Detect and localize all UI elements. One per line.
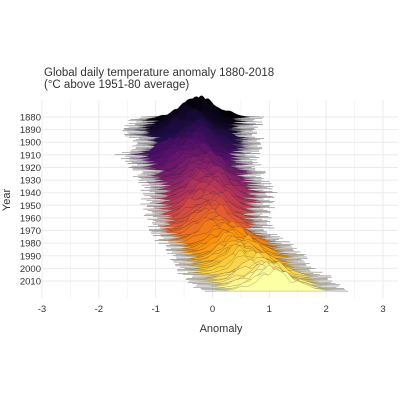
y-tick-label: 1890 [20,125,41,136]
y-tick-label: 1940 [20,188,41,199]
y-tick-label: 2000 [20,264,41,275]
ridge-2018 [204,269,348,292]
x-tick-labels: -3 -2 -1 0 1 2 3 [38,304,386,315]
x-tick-label: -1 [151,304,159,315]
x-tick-label: 1 [267,304,272,315]
y-tick-label: 1910 [20,150,41,161]
y-tick-label: 1950 [20,201,41,212]
chart-title: Global daily temperature anomaly 1880-20… [44,67,274,79]
y-axis-label: Year [1,189,13,212]
x-tick-label: -2 [95,304,103,315]
x-tick-label: 3 [380,304,385,315]
y-tick-label: 1970 [20,226,41,237]
y-tick-label: 1980 [20,239,41,250]
y-tick-label: 1930 [20,176,41,187]
chart-subtitle: (°C above 1951-80 average) [44,79,189,91]
y-tick-label: 1920 [20,163,41,174]
x-tick-label: 0 [210,304,215,315]
y-tick-label: 1960 [20,213,41,224]
y-tick-label: 1990 [20,251,41,262]
x-tick-label: -3 [38,304,46,315]
x-axis-label: Anomaly [200,323,243,335]
y-tick-label: 2010 [20,277,41,288]
x-tick-label: 2 [324,304,329,315]
y-tick-label: 1900 [20,138,41,149]
y-tick-label: 1880 [20,113,41,124]
ridges [114,95,348,292]
